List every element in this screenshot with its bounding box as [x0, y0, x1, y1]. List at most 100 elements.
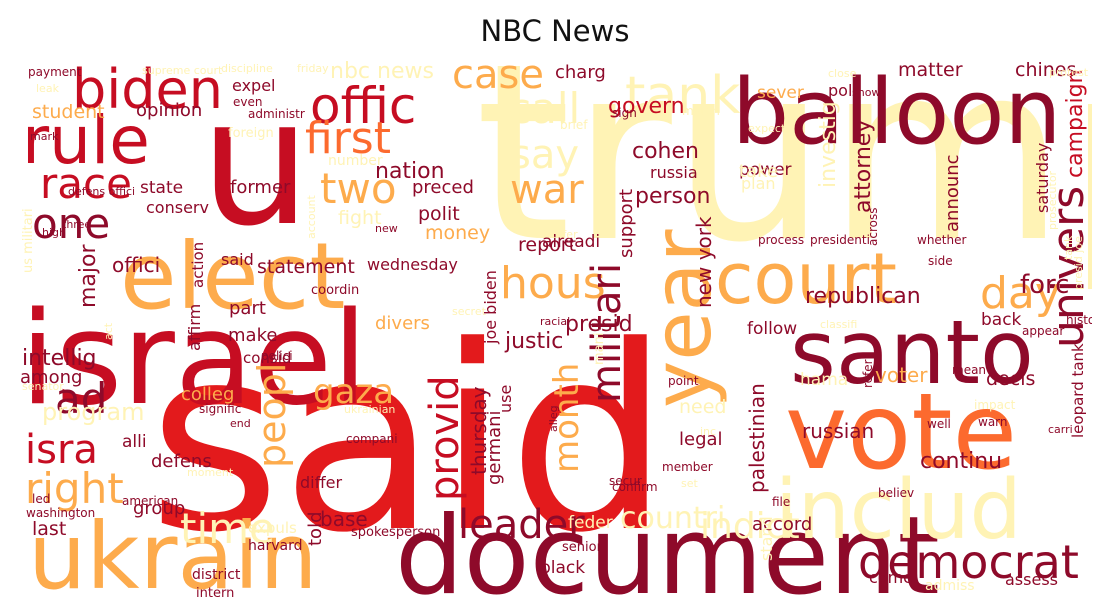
word-colleg: colleg — [181, 384, 234, 405]
word-israel: israel — [20, 285, 368, 434]
word-student: student — [32, 101, 105, 123]
word-american: american — [122, 494, 178, 508]
word-friday: friday — [297, 62, 329, 75]
word-palestinian: palestinian — [745, 383, 769, 493]
word-includ: includ — [775, 463, 1022, 558]
word-leader: leader — [458, 502, 585, 548]
word-nbc-news: nbc news — [330, 59, 434, 84]
word-high: high — [42, 226, 66, 239]
word-justic: justic — [504, 329, 563, 354]
word-hous: hous — [500, 258, 606, 309]
word-divers: divers — [375, 313, 430, 334]
word-ad: ad — [55, 374, 107, 423]
word-state: state — [140, 178, 183, 198]
word-former: former — [230, 177, 291, 198]
word-continu: continu — [920, 449, 1002, 474]
word-rule: rule — [22, 102, 150, 179]
word-new-york: new york — [692, 216, 716, 308]
word-us-militari: us militari — [21, 208, 36, 273]
word-support: support — [616, 189, 637, 258]
word-appear: appear — [1022, 324, 1064, 338]
word-coordin: coordin — [311, 283, 359, 298]
word-forc: forc — [1020, 270, 1069, 300]
word-three: three — [62, 218, 91, 231]
word-inc: inc — [700, 425, 716, 438]
word-march: march — [682, 104, 720, 118]
word-elect: elect — [120, 223, 345, 330]
word-discipline: discipline — [221, 62, 273, 75]
word-refer: refer — [861, 359, 875, 388]
word-russia: russia — [650, 163, 698, 182]
word-foreign: foreign — [228, 126, 274, 141]
word-univers: univers — [1043, 186, 1092, 348]
word-carri: carri — [1048, 423, 1073, 436]
word-said: said — [221, 250, 254, 269]
word-presid-joe: presid joe — [1072, 236, 1085, 290]
word-month: month — [547, 363, 587, 473]
word-defens-offici: defens offici — [68, 185, 135, 198]
word-district: district — [192, 567, 241, 583]
word-end: end — [230, 417, 251, 430]
word-assess: assess — [1005, 570, 1058, 589]
word-wednesday: wednesday — [367, 255, 458, 274]
word-one: one — [32, 199, 110, 248]
word-trump: trump — [475, 58, 1092, 296]
word-process: process — [758, 233, 804, 247]
word-follow: follow — [747, 319, 797, 339]
word-democrat: democrat — [858, 535, 1079, 589]
word-presid: presid — [565, 312, 633, 337]
word-major: major — [76, 244, 101, 308]
word-santo: santo — [790, 301, 1034, 404]
word-thursday: thursday — [467, 386, 491, 475]
word-last: last — [32, 518, 66, 540]
word-alleg: alleg — [547, 405, 560, 432]
word-told: told — [305, 512, 326, 547]
word-statement: statement — [257, 256, 355, 278]
word-use: use — [496, 385, 515, 413]
word-impact: impact — [974, 398, 1016, 412]
word-part: part — [229, 298, 266, 319]
word-offic: offic — [310, 77, 416, 135]
word-ukrainian: ukrainian — [344, 403, 395, 416]
word-germani: germani — [484, 410, 505, 485]
word-joe-biden: joe biden — [481, 270, 500, 345]
word-payment: payment — [28, 65, 82, 79]
word-tank: tank — [1062, 235, 1075, 260]
word-militari: militari — [584, 263, 630, 403]
word-race: race — [40, 159, 132, 208]
word-sign: sign — [612, 106, 637, 120]
word-set: set — [681, 477, 698, 490]
word-mean: mean — [952, 363, 986, 377]
word-preced: preced — [412, 177, 474, 198]
word-polici: polici — [261, 349, 293, 363]
word-admiss: admiss — [925, 578, 975, 594]
word-plan: plan — [741, 174, 776, 193]
word-intellig: intellig — [22, 346, 97, 371]
word-day: day — [980, 268, 1061, 319]
word-believ: believ — [878, 486, 914, 500]
word-secur: secur — [609, 474, 642, 488]
word-protest: protest — [1049, 66, 1089, 79]
word-expect: expect — [748, 122, 786, 135]
word-govern: govern — [608, 94, 685, 119]
word-nation: nation — [375, 159, 445, 184]
word-balloon: balloon — [732, 60, 1061, 165]
word-chines: chines — [1015, 59, 1076, 81]
word-saturday: saturday — [1033, 143, 1052, 213]
word-even: even — [233, 95, 262, 109]
word-leopard-tank: leopard tank — [1069, 343, 1087, 438]
word-racial: racial — [540, 315, 570, 328]
word-spokesperson: spokesperson — [351, 525, 440, 540]
word-accord: accord — [752, 514, 812, 535]
word-u: u — [200, 62, 311, 265]
word-stand: stand — [757, 516, 776, 561]
word-secret: secret — [452, 305, 487, 318]
word-well: well — [927, 417, 951, 431]
word-show: show — [852, 86, 880, 99]
word-voter: voter — [875, 363, 928, 387]
word-differ: differ — [300, 473, 342, 492]
word-led: led — [32, 492, 50, 506]
word-presidenti: presidenti — [810, 233, 870, 247]
word-offer: offer — [552, 228, 578, 241]
word-harvard: harvard — [248, 538, 302, 554]
